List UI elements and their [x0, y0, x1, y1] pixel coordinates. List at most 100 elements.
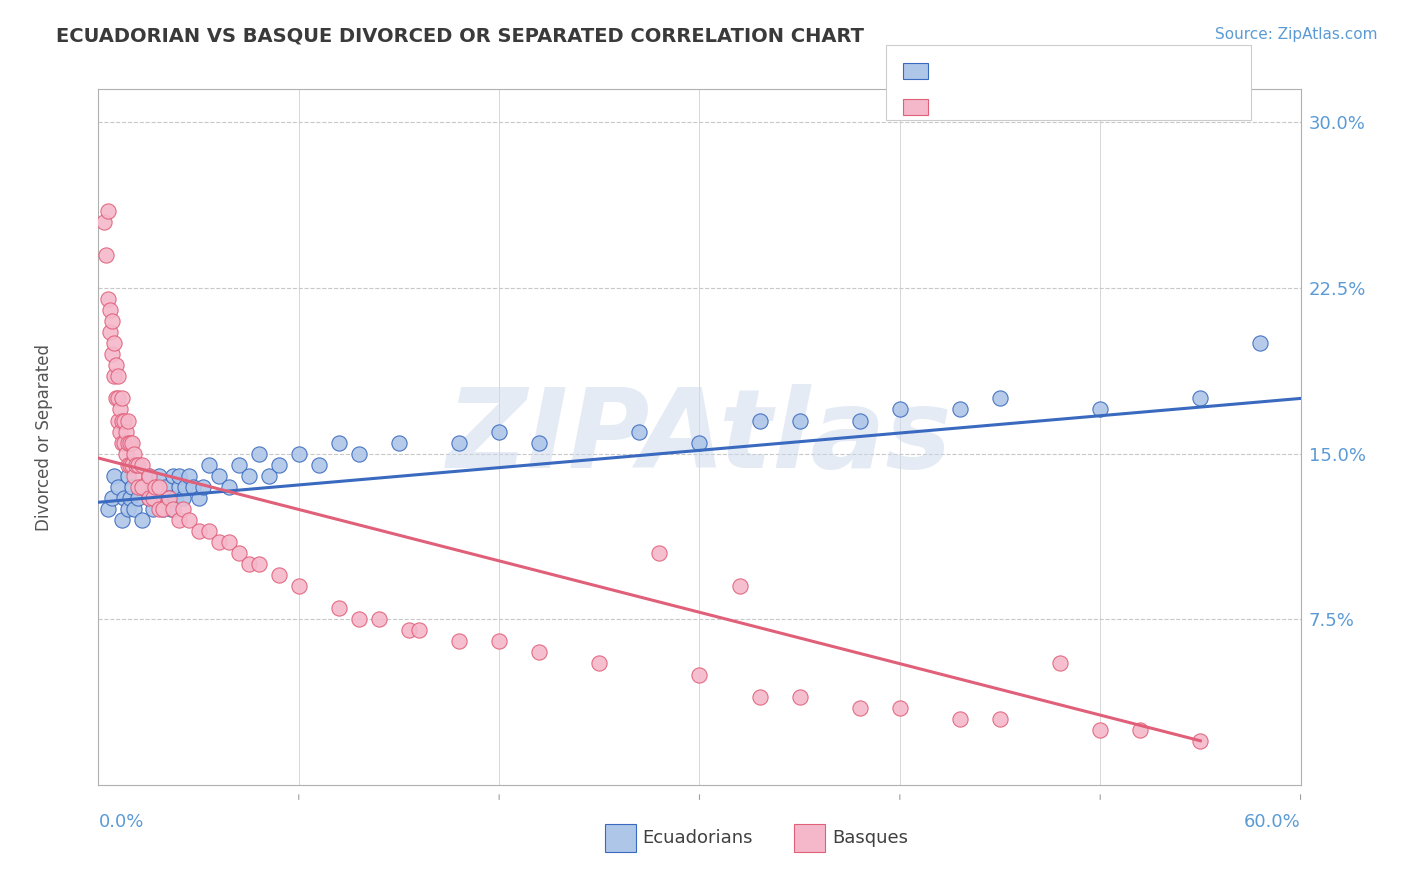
Point: [97, 292, 120, 306]
Point: [167, 513, 190, 527]
Point: [141, 501, 163, 516]
Point: [103, 336, 125, 351]
Point: [257, 468, 280, 483]
Text: Basques: Basques: [832, 830, 908, 847]
Point: [111, 513, 134, 527]
Point: [117, 413, 139, 427]
Point: [152, 501, 174, 516]
Point: [128, 480, 150, 494]
Point: [107, 392, 129, 406]
Point: [167, 480, 190, 494]
Point: [114, 435, 136, 450]
Text: 0.0%: 0.0%: [98, 813, 143, 830]
Point: [949, 402, 972, 417]
Point: [588, 657, 610, 671]
Point: [197, 524, 219, 538]
Point: [1049, 657, 1071, 671]
Point: [101, 347, 124, 361]
Point: [228, 458, 250, 472]
Point: [218, 480, 240, 494]
Point: [101, 314, 124, 328]
Point: [124, 447, 146, 461]
Point: [111, 435, 134, 450]
Text: Ecuadorians: Ecuadorians: [643, 830, 754, 847]
Point: [328, 601, 350, 615]
Point: [447, 435, 470, 450]
Point: [288, 579, 311, 593]
Point: [121, 458, 143, 472]
Point: [368, 612, 391, 626]
FancyBboxPatch shape: [794, 824, 825, 852]
Point: [120, 458, 142, 472]
Point: [141, 491, 163, 505]
Text: R = -0.468   N = 81: R = -0.468 N = 81: [939, 98, 1102, 116]
Point: [107, 413, 129, 427]
Point: [111, 392, 134, 406]
Point: [988, 392, 1011, 406]
Point: [238, 468, 260, 483]
Point: [148, 480, 170, 494]
Point: [97, 203, 120, 218]
Point: [157, 491, 180, 505]
Point: [152, 501, 174, 516]
Point: [247, 557, 270, 571]
Point: [748, 413, 770, 427]
Point: [148, 468, 170, 483]
Point: [167, 468, 190, 483]
Point: [143, 480, 166, 494]
Point: [100, 303, 122, 318]
Point: [889, 700, 911, 714]
Point: [1129, 723, 1152, 737]
Point: [689, 667, 711, 681]
Point: [128, 491, 150, 505]
Point: [110, 402, 132, 417]
Point: [114, 491, 136, 505]
Point: [162, 501, 184, 516]
Point: [121, 435, 143, 450]
Point: [347, 612, 370, 626]
Text: R =  0.356   N = 61: R = 0.356 N = 61: [939, 62, 1101, 80]
Point: [789, 690, 811, 704]
Point: [125, 458, 148, 472]
Point: [138, 491, 160, 505]
Point: [157, 491, 180, 505]
Point: [111, 413, 134, 427]
Point: [398, 624, 420, 638]
FancyBboxPatch shape: [605, 824, 636, 852]
Point: [138, 491, 160, 505]
Point: [488, 634, 510, 648]
Point: [96, 248, 118, 262]
Point: [728, 579, 751, 593]
Point: [173, 480, 195, 494]
Point: [107, 480, 129, 494]
Point: [115, 425, 138, 439]
Point: [529, 435, 551, 450]
Point: [1088, 723, 1111, 737]
Point: [124, 468, 146, 483]
Point: [117, 435, 139, 450]
Point: [238, 557, 260, 571]
Point: [105, 392, 128, 406]
Point: [110, 425, 132, 439]
Point: [187, 524, 209, 538]
Point: [447, 634, 470, 648]
Point: [488, 425, 510, 439]
Point: [97, 501, 120, 516]
Text: Source: ZipAtlas.com: Source: ZipAtlas.com: [1215, 27, 1378, 42]
Point: [388, 435, 411, 450]
Point: [1189, 733, 1212, 747]
Point: [172, 501, 194, 516]
Point: [172, 491, 194, 505]
Point: [197, 458, 219, 472]
Point: [128, 458, 150, 472]
Point: [247, 447, 270, 461]
Point: [138, 468, 160, 483]
Point: [328, 435, 350, 450]
Point: [748, 690, 770, 704]
Point: [408, 624, 430, 638]
Point: [789, 413, 811, 427]
Point: [117, 458, 139, 472]
Point: [93, 215, 115, 229]
Point: [849, 413, 872, 427]
FancyBboxPatch shape: [886, 45, 1251, 120]
